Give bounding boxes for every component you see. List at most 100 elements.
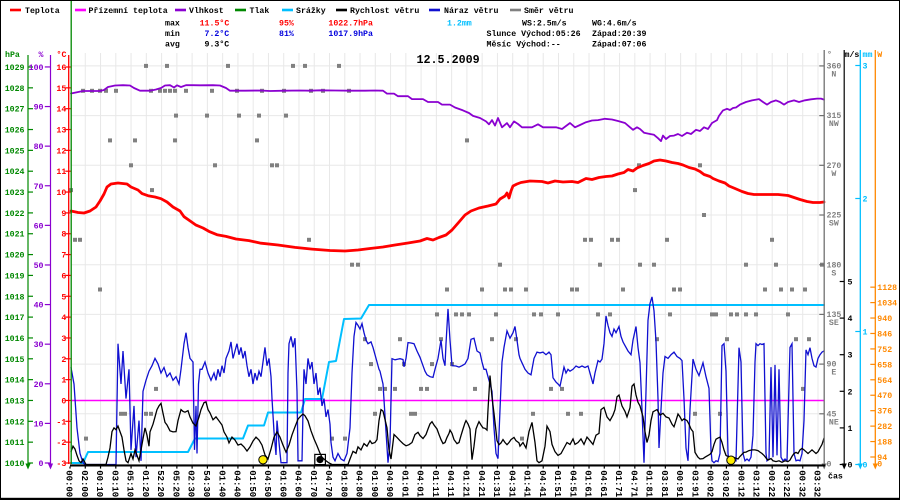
svg-text:30: 30	[34, 341, 44, 350]
svg-text:50: 50	[34, 262, 44, 271]
svg-text:188: 188	[877, 439, 892, 448]
svg-text:04:51: 04:51	[567, 470, 577, 498]
svg-text:940: 940	[877, 315, 892, 324]
svg-text:1128: 1128	[877, 284, 897, 293]
svg-text:03:12: 03:12	[751, 470, 761, 497]
svg-text:max: max	[165, 19, 180, 28]
svg-text:00:22: 00:22	[766, 470, 776, 497]
svg-text:1010: 1010	[5, 460, 25, 469]
svg-text:9.3°C: 9.3°C	[205, 40, 230, 49]
svg-text:60: 60	[34, 222, 44, 231]
svg-text:03:02: 03:02	[720, 470, 730, 497]
svg-text:3: 3	[863, 63, 868, 72]
svg-text:1023: 1023	[5, 189, 25, 198]
svg-text:00:32: 00:32	[796, 470, 806, 497]
svg-text:04:90: 04:90	[384, 470, 394, 497]
svg-text:01:01: 01:01	[399, 470, 409, 498]
svg-text:00:02: 00:02	[705, 470, 715, 497]
svg-text:8: 8	[61, 231, 66, 240]
svg-text:315: 315	[827, 112, 842, 121]
svg-text:Západ:20:39: Západ:20:39	[592, 29, 647, 39]
svg-text:00:00: 00:00	[64, 470, 74, 497]
svg-text:Srážky: Srážky	[296, 6, 326, 16]
svg-text:100: 100	[29, 64, 44, 73]
svg-text:95%: 95%	[279, 19, 294, 28]
svg-text:52:20: 52:20	[155, 470, 165, 497]
svg-text:0: 0	[877, 461, 882, 470]
svg-text:min: min	[165, 29, 180, 39]
svg-text:0: 0	[61, 398, 66, 407]
svg-text:90: 90	[34, 104, 44, 113]
svg-text:1022: 1022	[5, 210, 25, 219]
svg-text:00:91: 00:91	[674, 470, 684, 498]
svg-text:01:20: 01:20	[140, 470, 150, 497]
svg-text:11.5°C: 11.5°C	[200, 19, 230, 28]
svg-text:1: 1	[863, 329, 868, 338]
svg-text:80: 80	[34, 143, 44, 152]
svg-text:1012: 1012	[5, 418, 25, 427]
svg-text:04:70: 04:70	[323, 470, 333, 497]
svg-text:01:21: 01:21	[461, 470, 471, 498]
svg-text:13: 13	[56, 127, 66, 136]
svg-text:-1: -1	[56, 418, 66, 427]
svg-text:70: 70	[34, 183, 44, 192]
svg-text:2: 2	[61, 356, 66, 365]
svg-text:01:31: 01:31	[491, 470, 501, 498]
svg-text:1024: 1024	[5, 168, 25, 177]
svg-text:01:40: 01:40	[216, 470, 226, 497]
svg-text:01:50: 01:50	[247, 470, 257, 497]
svg-text:1020: 1020	[5, 252, 25, 261]
svg-text:Náraz větru: Náraz větru	[444, 6, 499, 16]
svg-text:01:51: 01:51	[552, 470, 562, 498]
svg-text:45: 45	[827, 410, 837, 419]
svg-text:W: W	[877, 51, 882, 60]
svg-text:90: 90	[827, 361, 837, 370]
svg-text:01:61: 01:61	[583, 470, 593, 498]
svg-text:658: 658	[877, 361, 892, 370]
svg-text:1029: 1029	[5, 64, 25, 73]
svg-text:Vlhkost: Vlhkost	[189, 6, 224, 16]
svg-text:1014: 1014	[5, 377, 25, 386]
svg-text:01:70: 01:70	[308, 470, 318, 497]
svg-text:03:22: 03:22	[781, 470, 791, 497]
svg-text:1016: 1016	[5, 335, 25, 344]
svg-text:1027: 1027	[5, 106, 25, 115]
svg-text:12: 12	[56, 147, 66, 156]
svg-text:180: 180	[827, 261, 842, 270]
svg-text:01:80: 01:80	[338, 470, 348, 497]
svg-text:02:00: 02:00	[79, 470, 89, 497]
svg-text:03:32: 03:32	[812, 470, 822, 497]
svg-text:-3: -3	[56, 460, 66, 469]
svg-text:02:30: 02:30	[186, 470, 196, 497]
svg-text:Slunce Východ:05:26: Slunce Východ:05:26	[487, 29, 581, 39]
svg-text:1: 1	[848, 425, 853, 434]
svg-text:01:81: 01:81	[644, 470, 654, 498]
svg-text:360: 360	[827, 63, 842, 72]
svg-text:1019: 1019	[5, 272, 25, 281]
svg-text:282: 282	[877, 423, 892, 432]
svg-text:1.2mm: 1.2mm	[447, 19, 472, 28]
svg-text:3: 3	[61, 335, 66, 344]
svg-text:N: N	[831, 71, 836, 80]
svg-text:mm: mm	[863, 51, 873, 60]
svg-text:0: 0	[39, 460, 44, 469]
svg-text:0: 0	[827, 461, 832, 470]
svg-text:01:71: 01:71	[613, 470, 623, 498]
svg-text:16: 16	[56, 64, 66, 73]
svg-text:01:11: 01:11	[430, 470, 440, 498]
svg-text:03:81: 03:81	[659, 470, 669, 498]
svg-text:135: 135	[827, 311, 842, 320]
svg-text:°: °	[827, 51, 832, 60]
svg-text:05:10: 05:10	[125, 470, 135, 497]
svg-text:03:91: 03:91	[690, 470, 700, 498]
svg-text:Západ:07:06: Západ:07:06	[592, 39, 647, 49]
svg-text:11: 11	[56, 168, 66, 177]
svg-text:Přízemní teplota: Přízemní teplota	[89, 6, 168, 16]
svg-text:3: 3	[848, 352, 853, 361]
svg-text:04:61: 04:61	[598, 470, 608, 498]
svg-text:1025: 1025	[5, 147, 25, 156]
svg-text:1011: 1011	[5, 439, 25, 448]
svg-text:10: 10	[34, 420, 44, 429]
svg-text:14: 14	[56, 106, 66, 115]
svg-text:10: 10	[56, 189, 66, 198]
